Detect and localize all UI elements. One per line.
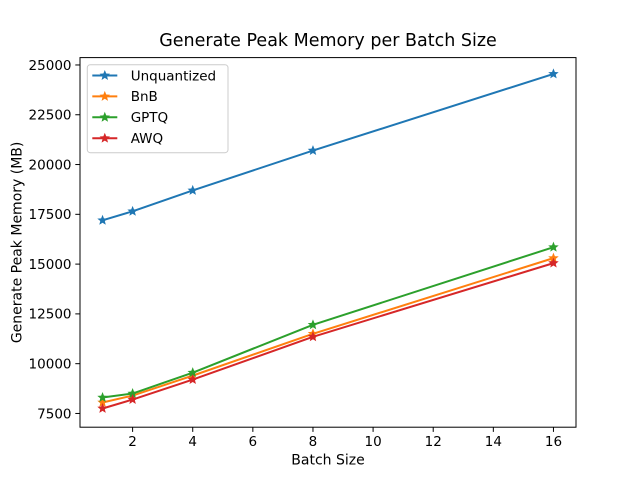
x-tick-label: 2 — [128, 434, 137, 450]
legend-label-unquantized: Unquantized — [131, 68, 216, 84]
legend-label-awq: AWQ — [131, 131, 163, 147]
series-marker-gptq — [97, 392, 108, 402]
series-marker-awq — [548, 257, 559, 268]
series-marker-gptq — [187, 367, 198, 378]
plot-group: 2 4 6 8 10 12 14 16 7500 10000 12500 15000 17500 2000… — [29, 57, 577, 450]
y-tick-label: 12500 — [29, 307, 72, 323]
x-tick-label: 6 — [249, 434, 258, 450]
legend-item-awq: AWQ — [92, 131, 163, 147]
axes-frame — [79, 57, 577, 428]
y-tick-label: 22500 — [29, 108, 72, 124]
legend-item-gptq: GPTQ — [92, 110, 168, 126]
series-marker-bnb — [97, 397, 108, 407]
legend-marker-awq — [99, 132, 111, 143]
legend-marker-gptq — [99, 111, 111, 122]
series-marker-unquantized — [548, 68, 559, 79]
series-marker-awq — [187, 374, 198, 385]
x-tick-label: 8 — [309, 434, 318, 450]
series-marker-awq — [97, 402, 108, 413]
y-tick-label: 15000 — [29, 257, 72, 273]
series-marker-unquantized — [187, 184, 198, 195]
series-marker-gptq — [548, 241, 559, 252]
x-tick-label: 12 — [425, 434, 442, 450]
series-marker-unquantized — [97, 214, 108, 225]
legend: Unquantized BnB GPTQ AWQ — [86, 64, 229, 154]
x-tick-label: 14 — [485, 434, 502, 450]
series-marker-awq — [307, 331, 319, 342]
legend-box — [86, 64, 229, 154]
series-marker-unquantized — [307, 145, 319, 156]
series-marker-bnb — [548, 252, 559, 263]
legend-item-bnb: BnB — [92, 89, 158, 105]
x-axis-label: Batch Size — [291, 453, 364, 469]
series-marker-unquantized — [127, 205, 138, 216]
series-marker-awq — [127, 394, 138, 404]
y-tick-label: 7500 — [37, 406, 71, 422]
y-tick-label: 17500 — [29, 207, 72, 223]
legend-marker-bnb — [99, 90, 111, 101]
series-marker-gptq — [127, 388, 138, 398]
x-tick-label: 4 — [188, 434, 197, 450]
y-axis-label: Generate Peak Memory (MB) — [10, 142, 26, 344]
legend-marker-unquantized — [99, 70, 111, 80]
x-tick-label: 10 — [364, 434, 381, 450]
legend-label-gptq: GPTQ — [131, 110, 168, 126]
y-tick-label: 20000 — [29, 157, 72, 173]
chart-title: Generate Peak Memory per Batch Size — [159, 31, 497, 51]
x-tick-label: 16 — [545, 434, 562, 450]
series-marker-gptq — [307, 319, 319, 330]
y-tick-label: 10000 — [29, 356, 72, 372]
legend-item-unquantized: Unquantized — [92, 68, 216, 84]
legend-label-bnb: BnB — [131, 89, 158, 105]
y-tick-label: 25000 — [29, 58, 72, 74]
